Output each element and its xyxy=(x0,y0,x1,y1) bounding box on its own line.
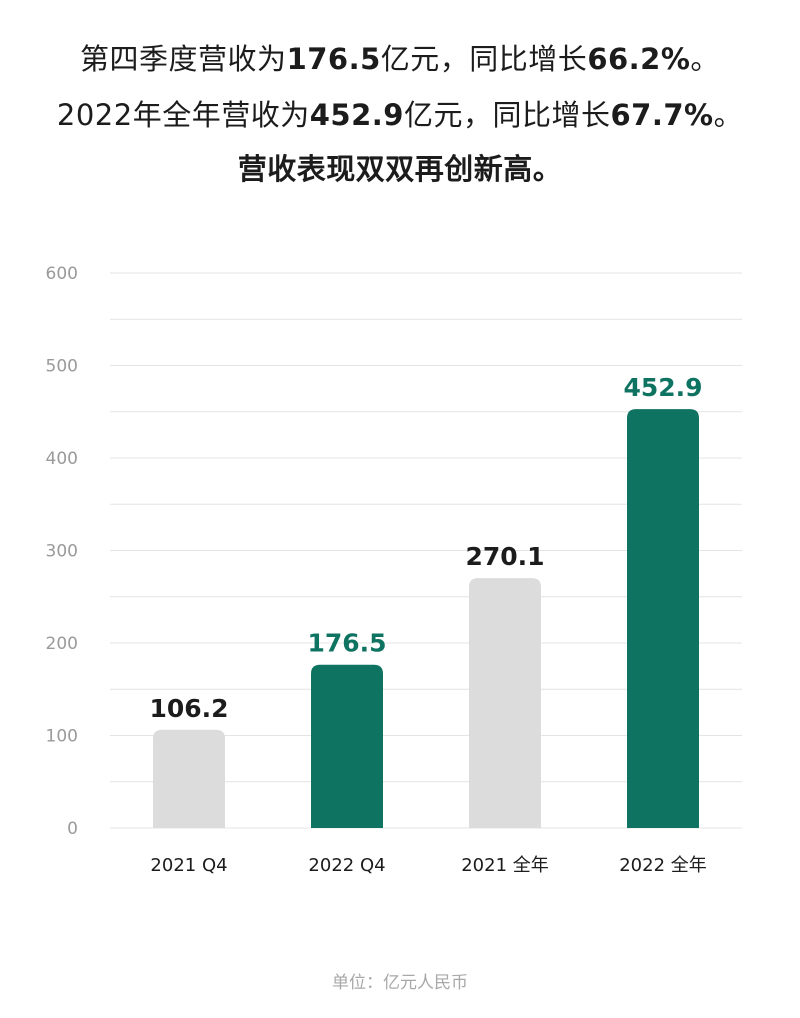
headline-line-1: 第四季度营收为176.5亿元，同比增长66.2%。 xyxy=(0,36,800,78)
headline-text: 2022年全年营收为 xyxy=(56,98,310,132)
y-tick-label: 200 xyxy=(46,634,78,654)
unit-note: 单位：亿元人民币 xyxy=(332,973,468,993)
headline-text: 。 xyxy=(690,42,720,76)
x-tick-label: 2022 全年 xyxy=(619,855,707,876)
headline-line-3: 营收表现双双再创新高。 xyxy=(237,152,563,186)
data-label: 452.9 xyxy=(623,373,702,402)
annual-revenue-value: 452.9 xyxy=(309,98,404,132)
y-tick-label: 500 xyxy=(46,357,78,377)
bar xyxy=(153,729,225,828)
q4-growth-value: 66.2% xyxy=(587,42,691,76)
y-tick-label: 100 xyxy=(46,727,78,747)
x-tick-label: 2021 Q4 xyxy=(150,855,227,876)
revenue-bar-chart: 0 100 200 300 400 500 600 106.2 2021 Q4 176.5 2022… xyxy=(46,264,742,876)
y-tick-label: 0 xyxy=(67,819,78,839)
headline-text: 亿元，同比增长 xyxy=(403,98,611,132)
x-tick-label: 2022 Q4 xyxy=(308,855,385,876)
data-label: 106.2 xyxy=(149,694,228,723)
bar xyxy=(469,578,541,828)
q4-revenue-value: 176.5 xyxy=(286,42,381,76)
annual-growth-value: 67.7% xyxy=(610,98,714,132)
headline-text: 亿元，同比增长 xyxy=(380,42,588,76)
headline-text: 第四季度营收为 xyxy=(80,42,287,76)
y-tick-label: 300 xyxy=(46,542,78,562)
y-tick-label: 600 xyxy=(46,264,78,284)
data-label: 270.1 xyxy=(465,542,544,571)
data-label: 176.5 xyxy=(307,629,386,658)
x-tick-label: 2021 全年 xyxy=(461,855,549,876)
headline-line-2: 2022年全年营收为452.9亿元，同比增长67.7%。 xyxy=(0,92,800,134)
bar xyxy=(627,409,699,828)
bar xyxy=(311,664,383,828)
y-tick-label: 400 xyxy=(46,449,78,469)
headline-text: 。 xyxy=(713,98,744,132)
